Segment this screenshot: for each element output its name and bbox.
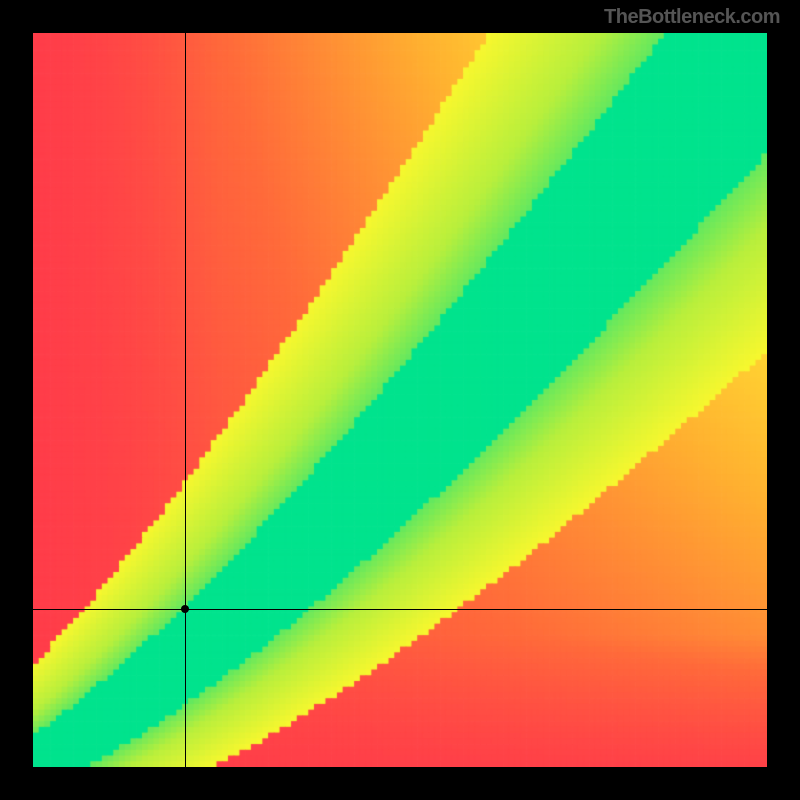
crosshair-vertical — [185, 33, 186, 767]
watermark-text: TheBottleneck.com — [604, 6, 780, 29]
crosshair-horizontal — [33, 609, 767, 610]
data-point-marker — [181, 605, 189, 613]
heatmap-canvas — [33, 33, 767, 767]
heatmap-plot — [33, 33, 767, 767]
